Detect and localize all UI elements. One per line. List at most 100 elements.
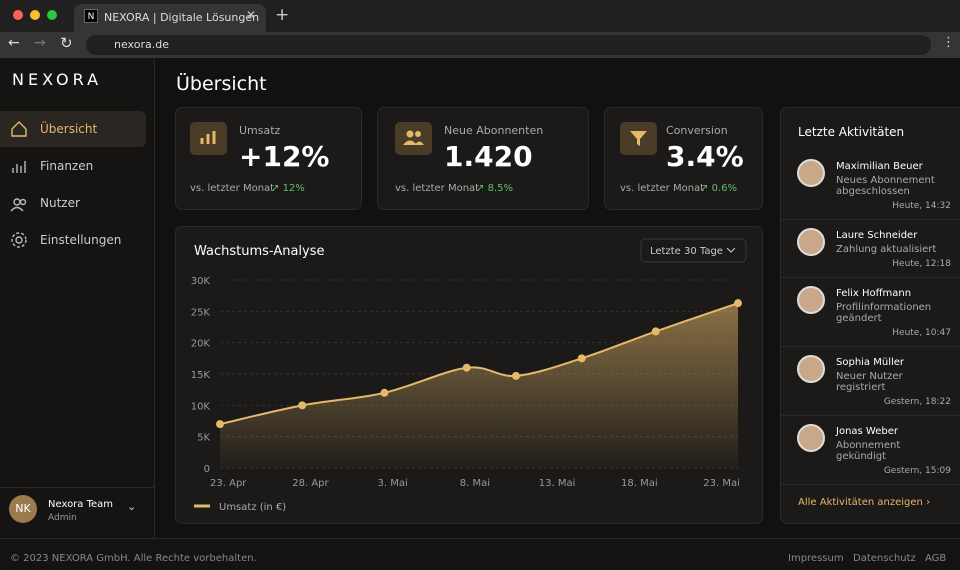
nav-item[interactable]: Übersicht: [0, 111, 146, 147]
page-title: Übersicht: [176, 73, 267, 95]
menu[interactable]: ⋮: [942, 35, 955, 50]
user-menu[interactable]: ⌄: [127, 500, 137, 513]
avatar: [797, 286, 825, 314]
legend-label: Umsatz (in €): [219, 502, 286, 513]
reload[interactable]: ↻: [60, 34, 73, 52]
kpi-compare: vs. letzter Monat: [395, 183, 480, 194]
kpi-icon: [620, 122, 657, 155]
url: nexora.de: [114, 38, 169, 51]
url-field[interactable]: nexora.de: [86, 35, 931, 55]
point: [734, 299, 742, 308]
activity-name: Felix Hoffmann: [836, 288, 912, 299]
nav-icons: [10, 121, 27, 248]
chart: Wachstums-Analyse Letzte 30 Tage 0 5K 10K 1…: [175, 226, 763, 524]
nav-item[interactable]: Finanzen: [40, 159, 94, 173]
y-tick-label: 10K: [191, 401, 211, 412]
tab-bar: NEXORA | Digitale Lösungen N ✕ +: [0, 0, 960, 32]
activity-link[interactable]: Alle Aktivitäten anzeigen ›: [798, 497, 931, 508]
activity-item: Maximilian Beuer Neues Abonnement abgesch…: [781, 151, 960, 220]
activity-time: Heute, 14:32: [892, 201, 951, 211]
point: [298, 401, 307, 410]
range-label: Letzte 30 Tage: [650, 246, 723, 257]
activity-time: Heute, 10:47: [892, 328, 951, 338]
point: [512, 371, 520, 380]
close-tab[interactable]: ✕: [246, 8, 257, 22]
x-tick-label: 3. Mai: [378, 478, 408, 489]
dropdown-arrow: [726, 247, 736, 253]
nav-item[interactable]: Einstellungen: [40, 233, 122, 247]
activity-time: Gestern, 15:09: [883, 466, 951, 476]
kpi-compare: vs. letzter Monat: [620, 183, 705, 194]
activity-name: Sophia Müller: [836, 357, 905, 368]
kpi-label: Conversion: [666, 124, 728, 137]
divider: [0, 487, 155, 488]
kpi-label: Umsatz: [239, 124, 281, 137]
kpi-change-value: 12%: [282, 183, 305, 194]
chart-title: Wachstums-Analyse: [194, 244, 325, 259]
kpi-change-value: 8.5%: [487, 183, 513, 194]
new-tab[interactable]: +: [275, 5, 290, 25]
point: [577, 354, 586, 363]
footer-link[interactable]: Datenschutz: [853, 553, 916, 564]
footer-link[interactable]: AGB: [925, 553, 947, 564]
nav-item[interactable]: Nutzer: [40, 196, 80, 210]
avatar: [797, 424, 825, 452]
back[interactable]: ←: [8, 35, 20, 51]
x-tick-label: 28. Apr: [292, 478, 329, 489]
user-role: Admin: [48, 513, 77, 523]
footer: © 2023 NEXORA GmbH. Alle Rechte vorbehal…: [0, 538, 960, 570]
activity-action: Profilinformationen geändert: [836, 302, 932, 324]
x-tick-label: 13. Mai: [539, 478, 576, 489]
kpi-icon: [190, 122, 227, 155]
kpi-compare: vs. letzter Monat: [190, 183, 275, 194]
activity-panel: Letzte Aktivitäten Maximilian Beuer Neues…: [780, 107, 960, 524]
kpi-value: 3.4%: [666, 140, 744, 173]
copyright: © 2023 NEXORA GmbH. Alle Rechte vorbehal…: [10, 553, 257, 564]
kpi-value: +12%: [239, 140, 330, 173]
area: [220, 303, 738, 468]
activity-action: Neues Abonnement abgeschlossen: [836, 175, 935, 197]
favicon: N: [84, 9, 98, 23]
x-tick-label: 23. Apr: [210, 478, 247, 489]
window-controls: [13, 10, 57, 20]
y-tick-label: 30K: [191, 276, 211, 287]
kpi-change: ↗ 0.6%: [700, 183, 737, 194]
activity-name: Jonas Weber: [836, 426, 898, 437]
activity-action: Neuer Nutzer registriert: [836, 371, 903, 393]
range-dropdown[interactable]: [640, 238, 747, 263]
tab-title: NEXORA | Digitale Lösungen: [104, 11, 260, 24]
activity-action: Zahlung aktualisiert: [836, 244, 937, 255]
activity-list: Maximilian Beuer Neues Abonnement abgesch…: [781, 151, 960, 485]
forward[interactable]: →: [34, 35, 46, 51]
y-tick-label: 5K: [197, 433, 210, 444]
kpi-label: Neue Abonnenten: [444, 124, 544, 137]
browser-tab[interactable]: NEXORA | Digitale Lösungen: [74, 4, 266, 32]
activity-link-text: Alle Aktivitäten anzeigen: [798, 497, 923, 508]
activity-name: Laure Schneider: [836, 230, 918, 241]
activity-title: Letzte Aktivitäten: [798, 125, 905, 139]
user-avatar: NK: [9, 495, 37, 523]
footer-link[interactable]: Impressum: [788, 553, 844, 564]
avatar: [797, 355, 825, 383]
y-tick-label: 20K: [191, 339, 211, 350]
x-tick-label: 18. Mai: [621, 478, 658, 489]
point: [651, 327, 660, 336]
activity-action: Abonnement gekündigt: [836, 440, 901, 462]
y-tick-label: 15K: [191, 370, 211, 381]
x-tick-label: 8. Mai: [460, 478, 490, 489]
point: [462, 363, 471, 372]
y-tick-label: 0: [204, 464, 210, 475]
avatar: [797, 159, 825, 187]
kpi-change: ↗ 8.5%: [476, 183, 513, 194]
kpi-change-value: 0.6%: [711, 183, 737, 194]
kpi-change: ↗ 12%: [271, 183, 305, 194]
point: [380, 388, 389, 397]
brand: NEXORA: [12, 70, 103, 89]
activity-time: Gestern, 18:22: [883, 397, 951, 407]
activity-time: Heute, 12:18: [892, 259, 951, 269]
activity-name: Maximilian Beuer: [836, 161, 923, 172]
kpi-icon: [395, 122, 432, 155]
kpi-value: 1.420: [444, 140, 533, 173]
user-name: Nexora Team: [48, 499, 114, 510]
